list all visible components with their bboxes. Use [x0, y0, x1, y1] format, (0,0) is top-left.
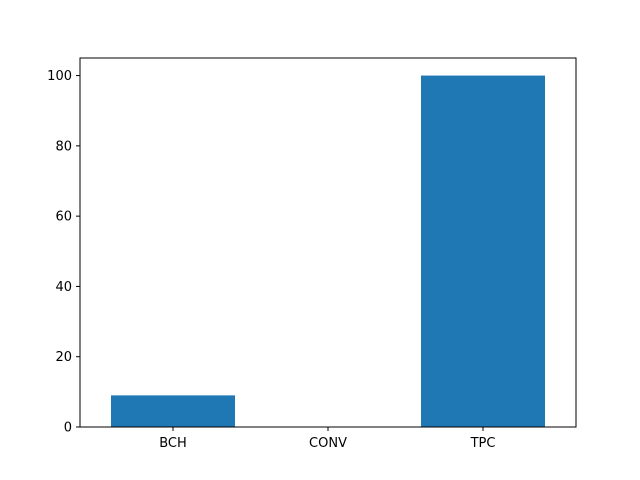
x-axis: BCH CONV TPC [159, 427, 495, 451]
y-tick-label: 100 [47, 69, 72, 84]
x-tick-label: CONV [309, 436, 347, 451]
plot-frame [79, 57, 577, 428]
y-tick-label: 20 [55, 350, 72, 365]
x-tick-label: BCH [159, 436, 187, 451]
bar-bch [111, 395, 235, 427]
y-tick-label: 0 [64, 421, 72, 436]
x-tick-label: TPC [470, 436, 496, 451]
y-tick-label: 40 [55, 280, 72, 295]
y-tick-label: 80 [55, 139, 72, 154]
y-tick-label: 60 [55, 210, 72, 225]
bar-tpc [421, 75, 545, 428]
bars-group [111, 75, 545, 428]
y-axis: 0 20 40 60 80 100 [47, 69, 80, 436]
